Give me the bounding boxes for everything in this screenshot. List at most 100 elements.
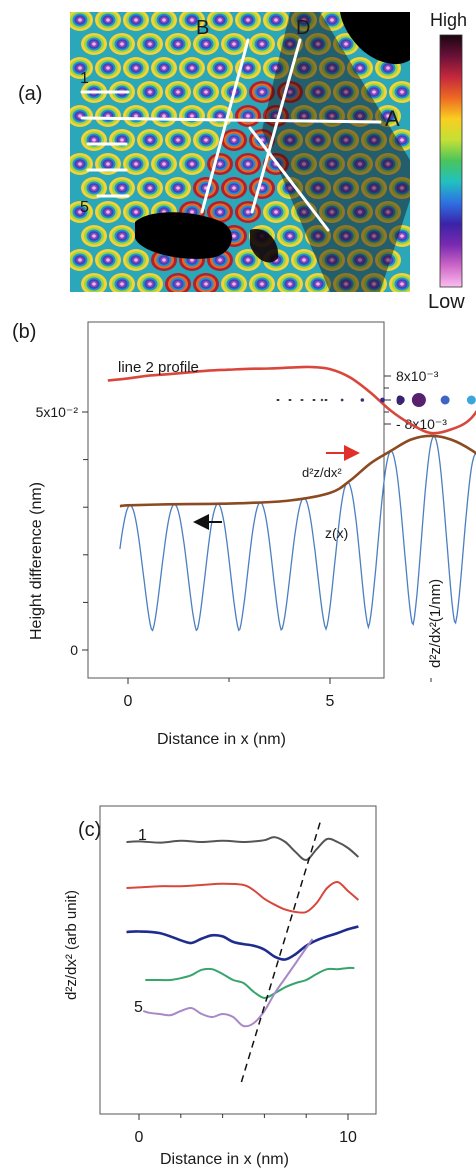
lattice-cell (333, 129, 359, 151)
lattice-cell (81, 33, 107, 55)
lattice-cell (347, 57, 373, 79)
scan-line-a-diag (248, 126, 330, 232)
lattice-cell (179, 12, 205, 31)
lattice-cell (263, 201, 289, 223)
lattice-cell (347, 153, 373, 175)
row-label-5: 5 (80, 199, 89, 216)
scan-lines (80, 38, 382, 232)
lattice-cell (81, 129, 107, 151)
lattice-cell (249, 273, 275, 292)
lattice-cell (361, 177, 387, 199)
lattice-cell (137, 273, 163, 292)
arrow-label-d2z: d²z/dx² (302, 465, 342, 480)
panel-b-y-label-left: Height difference (nm) (28, 482, 45, 640)
lattice-cell (109, 129, 135, 151)
panel-b-plot-frame (87, 321, 385, 679)
row-label-1: 1 (80, 70, 89, 87)
series-d2z-dx2 (107, 365, 476, 435)
lattice-cell (277, 129, 303, 151)
line-label-a: A (385, 106, 400, 131)
lattice-cell (235, 12, 261, 31)
lattice-cell (95, 201, 121, 223)
lattice-cell (291, 57, 317, 79)
lattice-cell (277, 273, 303, 292)
lattice-cell (375, 201, 401, 223)
lattice-cell (137, 81, 163, 103)
lattice-cell (263, 12, 289, 31)
panel-b-x-label: Distance in x (nm) (157, 731, 286, 748)
lattice-cell (109, 225, 135, 247)
lattice-cell (305, 225, 331, 247)
lattice-cell (389, 81, 410, 103)
lattice-cell (151, 105, 177, 127)
lattice-cell (165, 81, 191, 103)
lattice-cell (70, 12, 93, 31)
lattice-cell (193, 129, 219, 151)
scan-line-d (250, 38, 302, 214)
lattice-cell (375, 153, 401, 175)
lattice-cell (291, 12, 317, 31)
panel-c-curve-label-1: 1 (138, 827, 147, 844)
scan-line-b (200, 38, 250, 214)
lattice-cell (319, 12, 345, 31)
lattice-cell (95, 57, 121, 79)
lattice-cell (235, 105, 261, 127)
lattice-cell (207, 153, 233, 175)
lattice-cell (291, 153, 317, 175)
lattice-cell (123, 201, 149, 223)
lattice-cell (207, 201, 233, 223)
lattice-cell (70, 57, 93, 79)
curvature-dot (340, 398, 344, 402)
lattice-cell (95, 249, 121, 271)
lattice-cell (235, 153, 261, 175)
lattice-cell (221, 33, 247, 55)
lattice-cell (263, 57, 289, 79)
series-line-5 (142, 938, 314, 1028)
lattice-cell (361, 225, 387, 247)
lattice-cell (109, 33, 135, 55)
curvature-dot (360, 398, 365, 402)
panel-b-y-right-tick-label: - 8x10⁻³ (396, 416, 447, 432)
series-zx-envelope (119, 434, 476, 508)
lattice-cell (137, 33, 163, 55)
arrow-label-zx: z(x) (325, 525, 348, 541)
lattice-cell (207, 57, 233, 79)
lattice-cell (109, 273, 135, 292)
panel-b-y-left-tick-label: 0 (70, 642, 78, 658)
panel-c-series (126, 819, 360, 1083)
panel-b-y-right-tick-label: 8x10⁻³ (396, 368, 439, 384)
curvature-dot (380, 397, 385, 403)
lattice-cell (193, 81, 219, 103)
lattice-cell (81, 177, 107, 199)
lattice-cell (291, 249, 317, 271)
lattice-cell (333, 81, 359, 103)
lattice-cell (137, 129, 163, 151)
lattice-cell (151, 57, 177, 79)
lattice-cell (319, 249, 345, 271)
panel-c-plot-frame (99, 805, 377, 1115)
lattice-cell (123, 153, 149, 175)
panel-b-x-tick-label: 5 (326, 693, 335, 710)
lattice-cell (109, 177, 135, 199)
curvature-dot (300, 399, 303, 401)
colorbar (439, 34, 463, 288)
lattice-cell (179, 105, 205, 127)
lattice-cell (95, 12, 121, 31)
panel-c-y-label: d²z/dx² (arb unit) (63, 890, 80, 1000)
lattice-cell (81, 225, 107, 247)
lattice-cell (70, 201, 93, 223)
lattice-cell (361, 273, 387, 292)
scan-line-a (80, 116, 382, 124)
lattice-cell (333, 273, 359, 292)
panel-b-annotation: line 2 profile (118, 359, 199, 376)
lattice-cell (221, 177, 247, 199)
panel-b-y-left-tick-label: 5x10⁻² (36, 404, 79, 420)
lattice-cell (235, 201, 261, 223)
panel-c-x-tick-label: 0 (135, 1129, 144, 1146)
lattice-cell (333, 225, 359, 247)
panel-b-y-label-right: d²z/dx²(1/nm) (427, 579, 444, 668)
lattice-cell (333, 177, 359, 199)
lattice-cell (123, 57, 149, 79)
lattice-cell (193, 177, 219, 199)
lattice-cell (70, 153, 93, 175)
